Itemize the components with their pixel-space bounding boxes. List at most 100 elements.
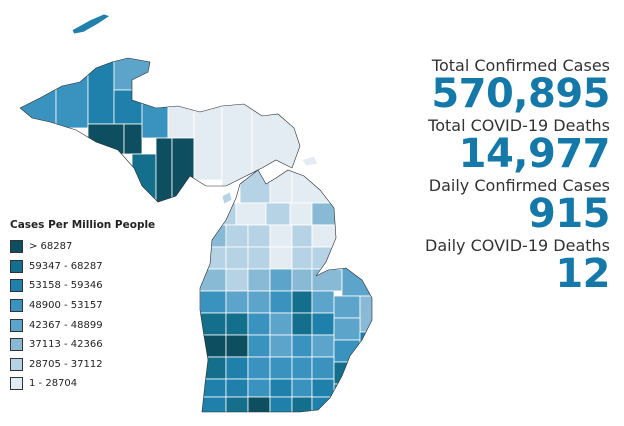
county-genesee-west [291,312,313,336]
legend-item: 48900 - 53157 [10,296,170,316]
county-leelanau [200,202,237,226]
legend-item: 42367 - 48899 [10,315,170,335]
county-monroe-south [333,401,372,412]
county-clare [269,268,293,292]
beaver-island [221,191,233,205]
county-kalamazoo [225,378,249,398]
michigan-county-map [19,13,373,413]
county-grand-traverse [225,224,249,248]
stat-label: Total COVID-19 Deaths [428,116,610,135]
lower-peninsula-outline [199,169,373,413]
county-alcona [311,224,343,248]
county-charlevoix [235,202,267,226]
stat-value: 14,977 [458,131,611,177]
county-hillsdale-north [269,378,293,398]
county-hillsdale [291,396,313,412]
county-baraga [113,89,143,125]
county-wayne [359,361,372,385]
county-crawford [269,224,293,248]
lower-peninsula [200,170,372,412]
county-st-clair [359,331,372,363]
legend-item: 28705 - 37112 [10,355,170,375]
legend-swatch [10,338,23,352]
county-oceana [200,290,227,314]
county-monroe-north [311,378,335,398]
county-ogemaw [291,246,313,270]
legend-label: 53158 - 59346 [29,280,103,292]
county-cass [225,396,249,412]
county-otsego [265,202,291,226]
legend-label: > 68287 [29,241,73,253]
county-eaton [247,356,271,380]
county-presque-isle [291,170,343,204]
county-iosco [311,246,343,270]
county-lapeer [311,312,335,336]
county-missaukee [247,246,271,270]
county-genesee [333,317,361,341]
legend-swatch [10,279,23,293]
county-oscoda [291,224,313,248]
stat-value: 570,895 [431,71,610,117]
county-alpena [311,202,343,226]
county-jackson [291,356,313,380]
county-osceola [247,268,271,292]
county-lake [225,268,249,292]
legend-label: 48900 - 53157 [29,300,103,312]
county-calhoun [247,378,271,398]
county-bay [311,290,335,314]
county-ontonagon [55,58,89,129]
legend-label: 28705 - 37112 [29,358,103,370]
stat-value: 12 [555,251,610,297]
county-gladwin [291,268,313,292]
county-branch [269,396,293,412]
county-oakland [333,339,361,363]
legend-swatch [10,318,23,332]
county-montcalm [225,312,249,336]
county-marquette [141,99,169,139]
legend-item: > 68287 [10,237,170,257]
county-luce [193,99,223,181]
legend-swatch [10,357,23,371]
county-gratiot [247,312,271,336]
county-muskegon [200,312,227,336]
county-st-joseph [247,396,271,412]
county-shiawassee [291,334,313,358]
legend-swatch [10,299,23,313]
upper-peninsula-outline [19,57,301,203]
county-macomb [333,361,361,385]
county-allegan [200,356,227,380]
legend-rows: > 68287 59347 - 68287 53158 - 59346 48900 -… [10,237,170,394]
county-kalkaska [247,224,271,248]
county-delta [155,137,173,202]
legend-label: 42367 - 48899 [29,319,103,331]
legend-item: 37113 - 42366 [10,335,170,355]
county-ottawa [200,334,227,358]
county-roscommon [269,246,293,270]
county-mecosta [247,290,271,314]
county-chippewa-west [221,99,253,191]
county-livingston [311,334,335,358]
county-mason [200,268,227,292]
county-keweenaw [113,58,155,91]
county-clinton [269,334,293,358]
county-isabella [269,290,293,314]
county-gogebic [20,58,57,141]
isle-royale [71,13,111,35]
county-midland [291,290,313,314]
county-saginaw [269,312,293,336]
stats-panel: Total Confirmed Cases 570,895 Total COVID-… [400,56,610,296]
county-tuscola [333,295,361,319]
county-barry [225,356,249,380]
legend-label: 1 - 28704 [29,378,78,390]
map-legend: Cases Per Million People > 68287 59347 - … [10,219,170,394]
county-newaygo [225,290,249,314]
county-dickinson [123,123,143,155]
county-manistee [200,246,227,270]
county-lenawee [311,396,335,412]
county-lenawee-north [291,378,313,398]
county-washtenaw [311,356,335,380]
county-kent [225,334,249,358]
legend-item: 1 - 28704 [10,374,170,394]
county-schoolcraft [171,137,195,199]
drummond-island [301,155,319,167]
